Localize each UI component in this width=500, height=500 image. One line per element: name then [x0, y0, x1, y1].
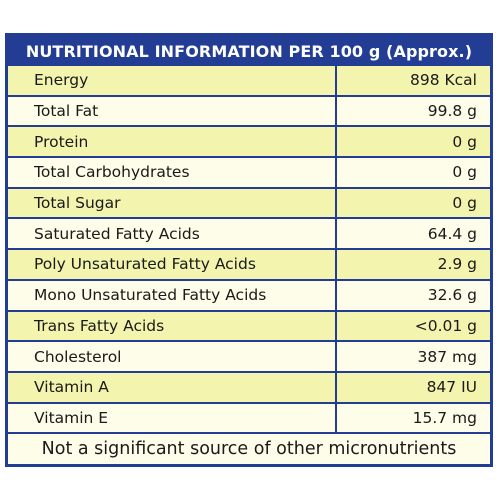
nutrient-name: Total Carbohydrates [8, 158, 335, 187]
nutrient-name: Mono Unsaturated Fatty Acids [8, 280, 335, 310]
nutrient-value: 64.4 g [337, 219, 490, 249]
nutrient-value: 2.9 g [337, 250, 490, 279]
nutrient-value: 0 g [337, 127, 490, 157]
table-row: Total Fat 99.8 g [8, 96, 490, 126]
nutrient-value: 15.7 mg [337, 403, 490, 433]
nutrient-name: Total Sugar [8, 188, 335, 218]
nutrient-value: 387 mg [337, 342, 490, 371]
table-row: Total Sugar 0 g [8, 188, 490, 218]
nutrient-value: 847 IU [337, 372, 490, 402]
nutrient-name: Vitamin A [8, 372, 335, 402]
table-row: Trans Fatty Acids <0.01 g [8, 311, 490, 341]
nutrient-name: Trans Fatty Acids [8, 311, 335, 341]
nutrient-name: Total Fat [8, 96, 335, 126]
nutrient-value: 99.8 g [337, 96, 490, 126]
nutrient-name: Vitamin E [8, 403, 335, 433]
nutrient-name: Saturated Fatty Acids [8, 219, 335, 249]
footer-note: Not a significant source of other micron… [8, 434, 490, 464]
table-row: Protein 0 g [8, 127, 490, 157]
nutrient-value: <0.01 g [337, 311, 490, 341]
nutrition-panel: NUTRITIONAL INFORMATION PER 100 g (Appro… [5, 33, 493, 467]
nutrient-name: Cholesterol [8, 342, 335, 371]
table-row: Poly Unsaturated Fatty Acids 2.9 g [8, 250, 490, 279]
table-row: Cholesterol 387 mg [8, 342, 490, 371]
table-row: Saturated Fatty Acids 64.4 g [8, 219, 490, 249]
table-row: Mono Unsaturated Fatty Acids 32.6 g [8, 280, 490, 310]
nutrient-name: Poly Unsaturated Fatty Acids [8, 250, 335, 279]
table-row: Vitamin A 847 IU [8, 372, 490, 402]
table-row: Vitamin E 15.7 mg [8, 403, 490, 433]
nutrient-value: 32.6 g [337, 280, 490, 310]
nutrient-value: 0 g [337, 158, 490, 187]
table-title: NUTRITIONAL INFORMATION PER 100 g (Appro… [25, 41, 473, 61]
nutrient-name: Protein [8, 127, 335, 157]
nutrient-value: 898 Kcal [337, 66, 490, 95]
nutrient-value: 0 g [337, 188, 490, 218]
table-row: Energy 898 Kcal [8, 66, 490, 95]
table-row: Total Carbohydrates 0 g [8, 158, 490, 187]
nutrition-table: Energy 898 Kcal Total Fat 99.8 g Protein… [8, 66, 490, 464]
nutrient-name: Energy [8, 66, 335, 95]
